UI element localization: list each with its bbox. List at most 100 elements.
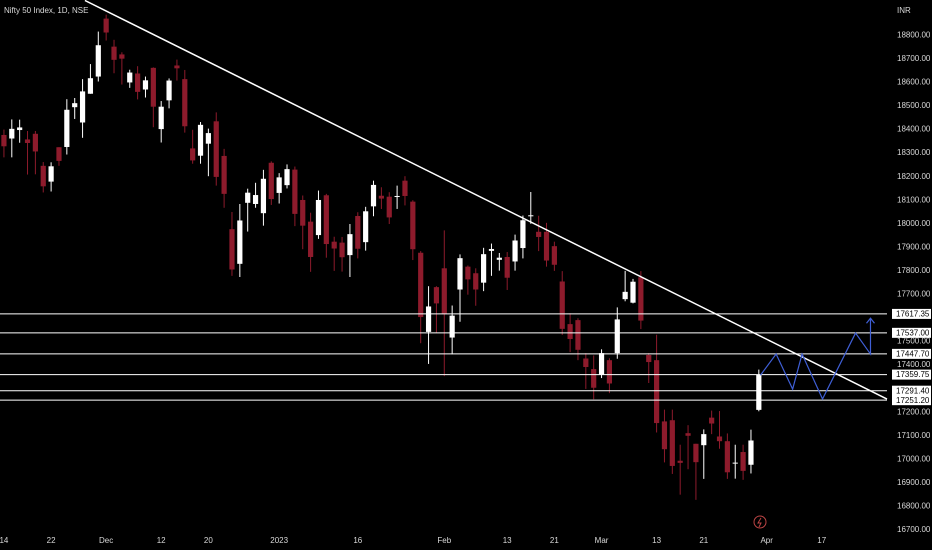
y-tick-label: 18800.00 bbox=[897, 30, 931, 39]
candle-body bbox=[614, 319, 620, 354]
candle-body bbox=[72, 103, 78, 108]
y-tick-label: 17500.00 bbox=[897, 337, 931, 346]
level-tag bbox=[892, 385, 931, 396]
candle-body bbox=[370, 184, 377, 207]
candle-body bbox=[410, 201, 416, 250]
y-tick-label: 16800.00 bbox=[897, 502, 931, 511]
candle-body bbox=[418, 252, 424, 318]
candle-body bbox=[378, 195, 384, 199]
candle-body bbox=[24, 139, 31, 143]
candle-body bbox=[669, 420, 675, 466]
x-tick-label: 20 bbox=[204, 536, 213, 545]
level-label: 17617.35 bbox=[896, 310, 930, 319]
candle-body bbox=[402, 180, 408, 196]
candle-body bbox=[559, 281, 565, 329]
level-label: 17359.75 bbox=[896, 370, 930, 379]
level-tag bbox=[892, 369, 931, 380]
y-tick-label: 17200.00 bbox=[897, 407, 931, 416]
x-tick-label: 14 bbox=[0, 536, 9, 545]
replay-icon[interactable] bbox=[753, 515, 767, 529]
candle-body bbox=[622, 291, 628, 300]
candle-body bbox=[386, 196, 392, 218]
candle-body bbox=[182, 79, 188, 127]
x-tick-label: 2023 bbox=[270, 536, 288, 545]
level-tag bbox=[892, 308, 931, 319]
candle-body bbox=[197, 124, 204, 156]
y-tick-label: 18000.00 bbox=[897, 219, 931, 228]
y-tick-label: 17800.00 bbox=[897, 266, 931, 275]
chart-title: Nifty 50 Index, 1D, NSE bbox=[4, 6, 88, 15]
candle-body bbox=[732, 462, 738, 464]
candle-body bbox=[583, 358, 589, 367]
candle-body bbox=[213, 121, 219, 177]
candle-body bbox=[528, 215, 534, 217]
candle-body bbox=[142, 80, 149, 90]
candle-body bbox=[473, 273, 479, 290]
projection-arrowhead bbox=[866, 317, 875, 324]
x-tick-label: 16 bbox=[353, 536, 362, 545]
candle-body bbox=[543, 231, 550, 261]
candle-body bbox=[630, 281, 636, 303]
candle-body bbox=[646, 354, 652, 363]
y-tick-label: 17400.00 bbox=[897, 360, 931, 369]
candle-body bbox=[103, 18, 109, 33]
candle-body bbox=[496, 257, 502, 260]
candle-body bbox=[756, 374, 762, 410]
candle-body bbox=[748, 440, 754, 465]
candle-body bbox=[654, 360, 660, 424]
candle-body bbox=[127, 72, 133, 83]
candle-body bbox=[536, 231, 542, 237]
candle-body bbox=[693, 443, 699, 463]
x-tick-label: Dec bbox=[99, 536, 113, 545]
candle-body bbox=[9, 128, 15, 139]
candle-body bbox=[551, 246, 557, 265]
candle-body bbox=[87, 78, 94, 94]
candle-body bbox=[229, 229, 235, 270]
candle-body bbox=[158, 106, 164, 130]
candle-body bbox=[740, 452, 746, 471]
candle-body bbox=[677, 460, 683, 463]
x-tick-label: 21 bbox=[550, 536, 559, 545]
candle-body bbox=[701, 434, 707, 446]
x-tick-label: 13 bbox=[652, 536, 661, 545]
x-tick-label: 17 bbox=[817, 536, 826, 545]
trendline bbox=[84, 0, 888, 400]
candle-body bbox=[724, 441, 730, 473]
candle-body bbox=[709, 417, 715, 424]
candle-body bbox=[135, 73, 141, 92]
candle-body bbox=[457, 258, 463, 290]
y-tick-label: 18200.00 bbox=[897, 172, 931, 181]
y-tick-label: 18300.00 bbox=[897, 148, 931, 157]
candle-body bbox=[488, 248, 495, 251]
candle-body bbox=[323, 195, 329, 245]
candle-body bbox=[221, 155, 227, 194]
candle-body bbox=[1, 134, 7, 147]
candle-body bbox=[95, 45, 101, 77]
y-tick-label: 17900.00 bbox=[897, 242, 931, 251]
y-tick-label: 18600.00 bbox=[897, 78, 931, 87]
candle-body bbox=[315, 199, 322, 236]
candle-body bbox=[308, 221, 314, 257]
y-tick-label: 18500.00 bbox=[897, 101, 931, 110]
x-tick-label: 21 bbox=[699, 536, 708, 545]
candle-body bbox=[292, 169, 298, 214]
candle-body bbox=[347, 234, 353, 256]
candle-body bbox=[520, 220, 526, 249]
y-tick-label: 16700.00 bbox=[897, 525, 931, 534]
y-tick-label: 16900.00 bbox=[897, 478, 931, 487]
candle-body bbox=[449, 315, 455, 338]
projection-path bbox=[759, 318, 872, 401]
candle-body bbox=[205, 133, 211, 144]
candle-body bbox=[661, 421, 668, 450]
candle-body bbox=[481, 254, 487, 283]
level-label: 17291.40 bbox=[896, 386, 930, 395]
candle-body bbox=[363, 211, 369, 243]
candle-body bbox=[504, 256, 510, 278]
x-tick-label: 12 bbox=[157, 536, 166, 545]
candle-body bbox=[441, 268, 447, 315]
candle-body bbox=[685, 433, 691, 436]
candle-body bbox=[119, 54, 125, 59]
y-tick-label: 17100.00 bbox=[897, 431, 931, 440]
x-tick-label: Feb bbox=[437, 536, 451, 545]
